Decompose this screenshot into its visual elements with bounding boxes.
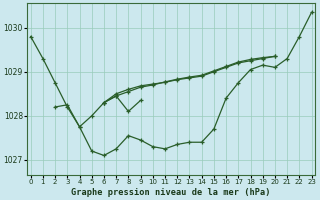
X-axis label: Graphe pression niveau de la mer (hPa): Graphe pression niveau de la mer (hPa) xyxy=(71,188,271,197)
